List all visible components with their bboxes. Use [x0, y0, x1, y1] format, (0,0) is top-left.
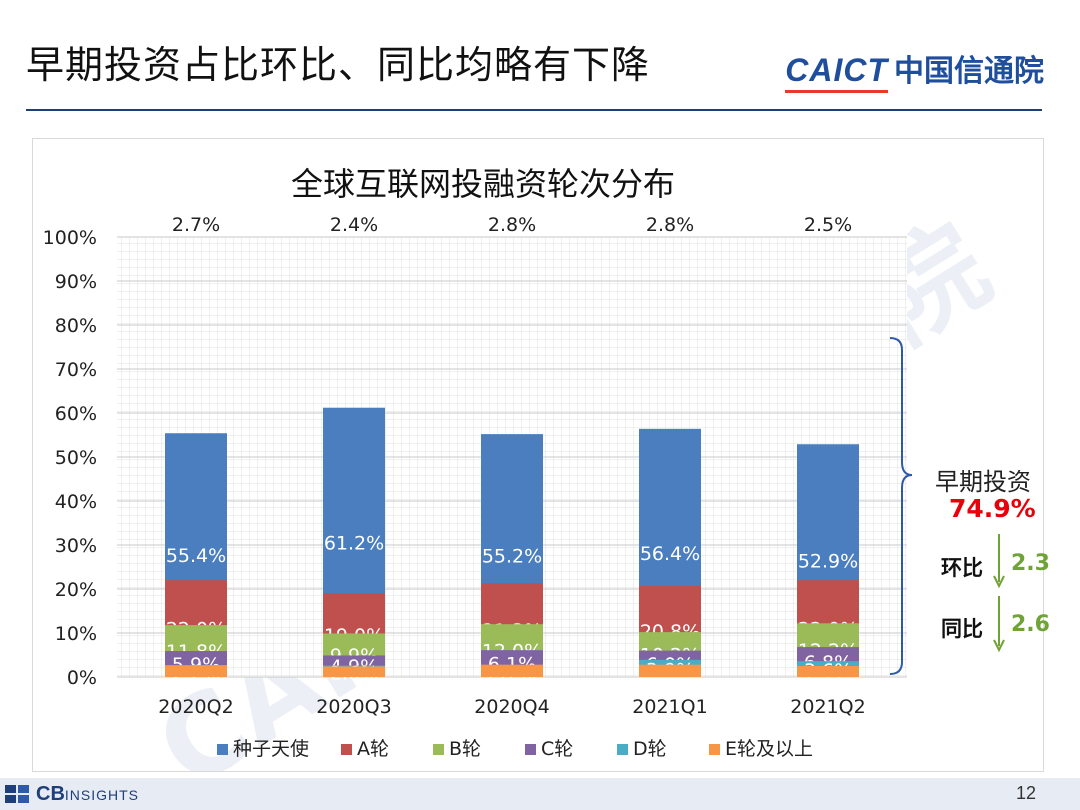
legend-swatch: [341, 744, 352, 755]
yoy-down-arrow-icon: [993, 596, 1005, 653]
bar-segment: [165, 665, 227, 677]
x-tick-label: 2021Q2: [790, 696, 865, 718]
qoq-label: 环比: [941, 556, 983, 580]
page-number: 12: [1015, 783, 1036, 803]
x-tick-label: 2020Q3: [316, 696, 391, 718]
legend-label: 种子天使: [233, 738, 309, 760]
data-label: 2.8%: [488, 214, 536, 236]
y-tick-label: 60%: [55, 403, 97, 425]
bar-segment: [323, 666, 385, 677]
bar-segment: [639, 664, 701, 677]
qoq-value: 2.3: [1011, 551, 1050, 576]
cb-insights-mark-icon: [5, 785, 29, 803]
legend-label: E轮及以上: [725, 738, 813, 760]
logo-en: CAICT: [785, 52, 888, 93]
data-label: 2.4%: [330, 214, 378, 236]
yoy-label: 同比: [941, 617, 983, 641]
data-label: 55.4%: [166, 545, 226, 567]
data-label: 2.8%: [646, 214, 694, 236]
legend-swatch: [617, 744, 628, 755]
x-tick-label: 2020Q4: [474, 696, 549, 718]
legend-label: C轮: [541, 738, 573, 760]
x-tick-label: 2020Q2: [158, 696, 233, 718]
footer-bar: [0, 778, 1080, 810]
y-tick-label: 90%: [55, 271, 97, 293]
early-stage-brace: [889, 337, 913, 675]
data-label: 2.7%: [172, 214, 220, 236]
cb-insights-logo: CBINSIGHTS: [4, 782, 139, 806]
y-tick-label: 80%: [55, 315, 97, 337]
logo-cn: 中国信通院: [894, 54, 1044, 89]
title-rule: [26, 109, 1042, 111]
y-tick-label: 30%: [55, 535, 97, 557]
data-label: 52.9%: [798, 551, 858, 573]
y-tick-label: 20%: [55, 579, 97, 601]
cb-insights-text: CBINSIGHTS: [36, 782, 140, 805]
y-tick-label: 70%: [55, 359, 97, 381]
legend-label: B轮: [449, 738, 481, 760]
bar-segment: [481, 664, 543, 677]
data-label: 61.2%: [324, 532, 384, 554]
early-stage-value: 74.9%: [949, 494, 1036, 523]
stacked-bar-chart: CAICT 中国信通院全球互联网投融资轮次分布0%10%20%30%40%50%…: [43, 165, 1010, 771]
legend-swatch: [433, 744, 444, 755]
legend-swatch: [217, 744, 228, 755]
bar-segment: [797, 666, 859, 677]
y-tick-label: 10%: [55, 623, 97, 645]
data-label: 55.2%: [482, 546, 542, 568]
legend-label: A轮: [357, 738, 389, 760]
chart-title: 全球互联网投融资轮次分布: [291, 165, 675, 203]
y-tick-label: 40%: [55, 491, 97, 513]
y-tick-label: 0%: [67, 667, 97, 689]
y-tick-label: 50%: [55, 447, 97, 469]
slide-title: 早期投资占比环比、同比均略有下降: [26, 43, 651, 87]
caict-logo: CAICT 中国信通院: [785, 46, 1044, 93]
x-tick-label: 2021Q1: [632, 696, 707, 718]
qoq-down-arrow-icon: [993, 534, 1005, 589]
legend-swatch: [525, 744, 536, 755]
data-label: 56.4%: [640, 543, 700, 565]
legend-swatch: [709, 744, 720, 755]
legend-label: D轮: [633, 738, 667, 760]
chart-frame: CAICT 中国信通院全球互联网投融资轮次分布0%10%20%30%40%50%…: [32, 138, 1044, 772]
early-stage-label: 早期投资: [935, 468, 1031, 496]
data-label: 2.5%: [804, 214, 852, 236]
y-tick-label: 100%: [43, 227, 97, 249]
yoy-value: 2.6: [1011, 612, 1050, 637]
